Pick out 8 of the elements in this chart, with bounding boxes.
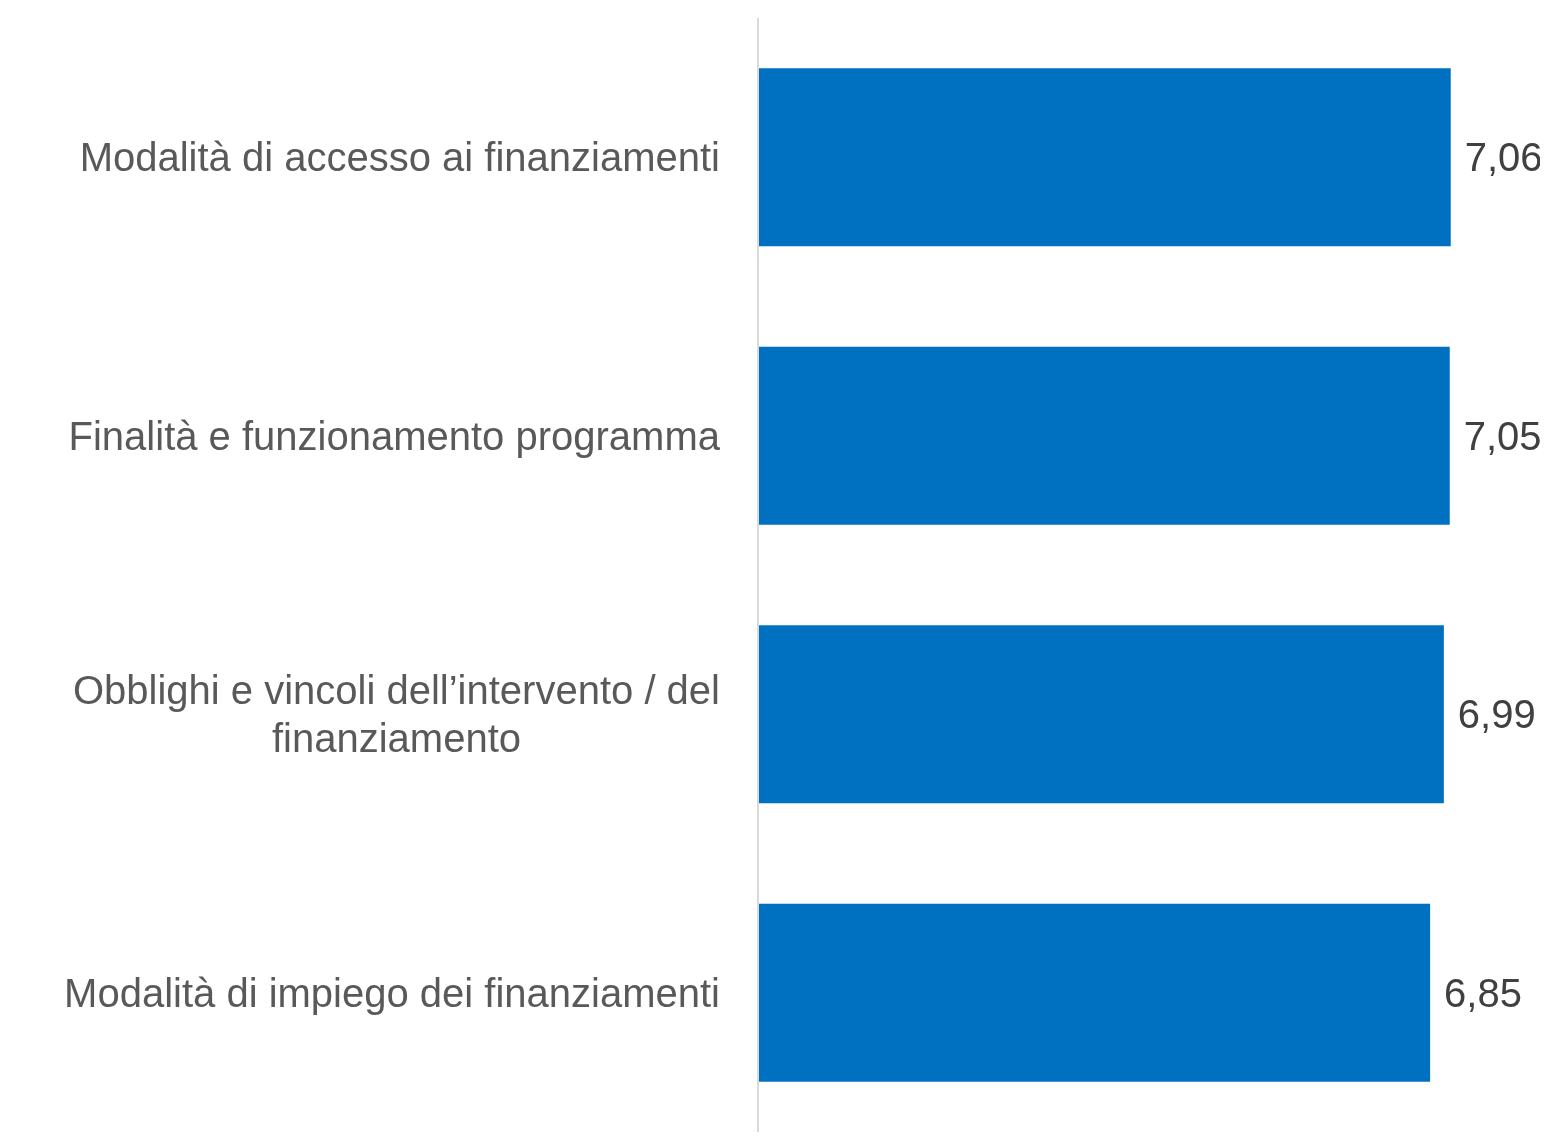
y-tick-label: Obblighi e vincoli dell’intervento / del finanziamento bbox=[72, 668, 720, 761]
y-tick-label: Modalità di accesso ai finanziamenti bbox=[79, 135, 721, 180]
data-label: 6,85 bbox=[1444, 970, 1522, 1015]
data-label: 7,06 bbox=[1464, 135, 1543, 180]
y-tick-label: Finalità e funzionamento programma bbox=[68, 413, 721, 458]
data-label: 6,99 bbox=[1457, 692, 1536, 737]
y-tick-label: Modalità di impiego dei finanziamenti bbox=[64, 970, 720, 1015]
data-label: 7,05 bbox=[1463, 413, 1542, 458]
